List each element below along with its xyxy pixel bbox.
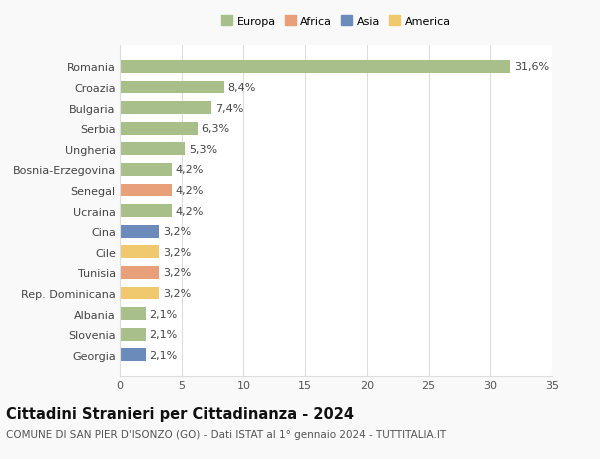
Text: 3,2%: 3,2% [163,227,191,237]
Text: COMUNE DI SAN PIER D'ISONZO (GO) - Dati ISTAT al 1° gennaio 2024 - TUTTITALIA.IT: COMUNE DI SAN PIER D'ISONZO (GO) - Dati … [6,429,446,439]
Text: 3,2%: 3,2% [163,247,191,257]
Text: 31,6%: 31,6% [514,62,549,72]
Bar [120,102,211,115]
Legend: Europa, Africa, Asia, America: Europa, Africa, Asia, America [221,17,451,27]
Bar [120,81,224,94]
Bar [120,143,185,156]
Bar [120,349,146,361]
Bar [120,308,146,320]
Text: 4,2%: 4,2% [176,165,204,175]
Text: 2,1%: 2,1% [149,350,178,360]
Bar [120,266,160,279]
Text: 5,3%: 5,3% [189,145,217,155]
Bar [120,328,146,341]
Text: 8,4%: 8,4% [227,83,256,93]
Text: 2,1%: 2,1% [149,330,178,339]
Text: Cittadini Stranieri per Cittadinanza - 2024: Cittadini Stranieri per Cittadinanza - 2… [6,406,354,421]
Text: 6,3%: 6,3% [202,124,230,134]
Bar [120,205,172,218]
Text: 2,1%: 2,1% [149,309,178,319]
Text: 4,2%: 4,2% [176,206,204,216]
Text: 4,2%: 4,2% [176,185,204,196]
Bar [120,123,198,135]
Bar [120,164,172,176]
Bar [120,246,160,258]
Text: 3,2%: 3,2% [163,268,191,278]
Bar [120,184,172,197]
Bar [120,225,160,238]
Bar [120,61,510,73]
Bar [120,287,160,300]
Text: 7,4%: 7,4% [215,103,244,113]
Text: 3,2%: 3,2% [163,288,191,298]
